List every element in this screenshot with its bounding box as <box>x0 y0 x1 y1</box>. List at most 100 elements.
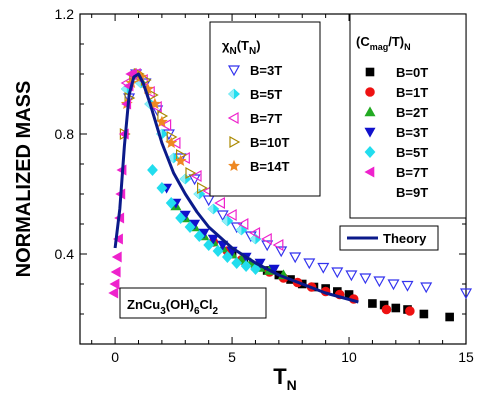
y-tick-label: 1.2 <box>55 6 75 22</box>
data-point-shade <box>207 204 214 214</box>
legend-c-label: B=0T <box>396 65 428 80</box>
data-point <box>165 136 178 149</box>
data-point <box>289 252 302 264</box>
legend-chi-marker <box>227 65 241 77</box>
data-point-shade <box>179 174 186 184</box>
data-point <box>331 267 344 279</box>
data-point <box>391 303 401 313</box>
x-tick-label: 5 <box>228 349 236 365</box>
data-point <box>165 197 177 209</box>
legend-c-title: (Cmag/T)N <box>356 34 411 52</box>
y-tick-label: 0.4 <box>55 246 75 262</box>
data-point-shade <box>221 216 228 226</box>
legend-c-marker <box>364 106 376 117</box>
x-axis-label: TN <box>273 364 297 393</box>
legend-c-marker <box>364 146 376 158</box>
theory-line <box>113 72 359 304</box>
data-point <box>156 182 168 194</box>
data-point <box>401 280 414 292</box>
data-point <box>225 208 237 222</box>
data-point <box>190 169 202 183</box>
data-point-shade <box>193 189 200 199</box>
series-c-b5t <box>147 164 261 275</box>
data-point <box>249 226 261 240</box>
legend-chi-label: B=3T <box>250 63 282 78</box>
legend-c-label: B=1T <box>396 85 428 100</box>
legend-c-label: B=5T <box>396 145 428 160</box>
compound-annotation: ZnCu3(OH)6Cl2 <box>119 287 267 319</box>
data-point <box>212 245 224 257</box>
data-point <box>109 278 120 290</box>
x-tick-label: 10 <box>341 349 357 365</box>
data-point <box>169 136 181 150</box>
data-point <box>419 309 429 319</box>
y-tick-label: 0.8 <box>55 126 75 142</box>
data-point <box>368 299 377 308</box>
legend-c-marker <box>364 127 376 138</box>
annotation-text: ZnCu3(OH)6Cl2 <box>127 297 219 317</box>
data-point <box>381 304 392 315</box>
data-point <box>155 115 168 128</box>
data-point <box>237 217 249 231</box>
legend-c-marker <box>365 67 375 77</box>
data-point <box>214 196 225 210</box>
data-point <box>272 238 284 252</box>
data-point <box>111 251 122 263</box>
data-point <box>260 232 272 246</box>
legend-chi: χN(TN) B=3T B=5T B=7T B=10T B=14T <box>209 21 321 197</box>
data-point <box>184 221 196 233</box>
legend-c-marker <box>364 166 375 178</box>
theory-layer <box>113 72 359 304</box>
legend-chi-marker <box>229 135 241 149</box>
tick-labels: 0 5 10 15 0.4 0.8 1.2 <box>55 6 474 365</box>
data-point <box>203 239 215 251</box>
data-point <box>207 234 219 245</box>
data-point <box>387 279 400 291</box>
legend-c-label: B=7T <box>396 165 428 180</box>
data-point <box>240 260 252 272</box>
legend-chi-marker <box>228 159 240 172</box>
data-point <box>216 210 229 222</box>
data-point <box>345 270 358 282</box>
legend-c-label: B=2T <box>396 105 428 120</box>
data-point <box>147 164 158 176</box>
legend-chi-label: B=14T <box>250 159 289 174</box>
data-point <box>174 154 187 167</box>
data-point <box>459 288 473 300</box>
legend-c-label: B=3T <box>396 125 428 140</box>
series-c-b3t <box>161 183 280 275</box>
data-point <box>231 257 243 269</box>
data-point-shade <box>235 225 242 235</box>
data-point <box>193 230 205 242</box>
x-tick-label: 0 <box>111 349 119 365</box>
data-point <box>197 181 208 195</box>
data-point-shade <box>249 234 256 244</box>
series-layer <box>108 67 473 322</box>
y-axis-label: NORMALIZED MASS <box>13 81 35 278</box>
data-point <box>268 264 280 275</box>
data-point <box>373 276 386 288</box>
data-point <box>445 312 454 322</box>
legend-chi-label: B=7T <box>250 111 282 126</box>
data-point-shade <box>168 153 174 163</box>
data-point <box>108 287 119 299</box>
data-point <box>317 262 330 274</box>
data-point <box>275 246 288 258</box>
legend-chi-marker <box>227 111 239 125</box>
legend-chi-label: B=5T <box>250 87 282 102</box>
legend-theory-label: Theory <box>383 231 427 246</box>
x-tick-label: 15 <box>458 349 474 365</box>
data-point <box>250 263 261 275</box>
data-point <box>420 282 433 294</box>
legend-chi-label: B=10T <box>250 135 289 150</box>
data-point <box>160 118 172 132</box>
data-point <box>202 195 215 207</box>
legend-chi-title: χN(TN) <box>222 38 261 57</box>
data-point <box>405 306 415 316</box>
data-point <box>185 166 197 180</box>
legend-c-marker <box>365 87 375 97</box>
annotation-box <box>119 287 267 319</box>
legend-chi-marker-shade <box>228 89 234 99</box>
data-point <box>303 258 316 270</box>
